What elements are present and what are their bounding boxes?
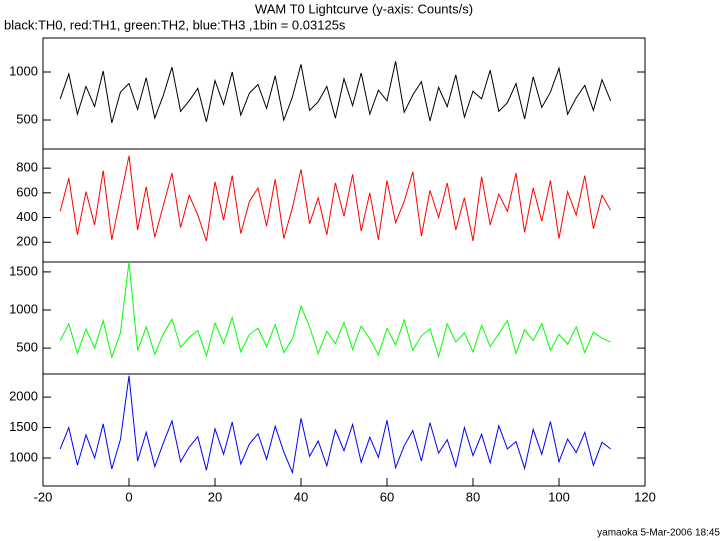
y-tick-label: 1000: [9, 301, 38, 316]
y-tick-label: 1500: [9, 263, 38, 278]
x-tick-label: 80: [466, 489, 480, 504]
y-tick-label: 1000: [9, 449, 38, 464]
y-tick-label: 1500: [9, 419, 38, 434]
x-tick-label: 40: [294, 489, 308, 504]
x-tick-label: 100: [548, 489, 570, 504]
y-tick-label: 500: [16, 340, 38, 355]
y-tick-label: 600: [16, 184, 38, 199]
panel-frame: [42, 261, 646, 375]
x-tick-label: 20: [208, 489, 222, 504]
y-tick-label: 2000: [9, 389, 38, 404]
x-tick-label: 120: [634, 489, 656, 504]
chart-title: WAM T0 Lightcurve (y-axis: Counts/s): [255, 1, 473, 16]
data-line: [59, 375, 611, 475]
footer: yamaoka 5-Mar-2006 18:45: [597, 528, 720, 539]
y-tick-label: 400: [16, 209, 38, 224]
x-tick-label: 0: [125, 489, 132, 504]
data-line: [59, 155, 612, 242]
panel-frame: [42, 37, 646, 150]
y-tick-label: 200: [16, 234, 38, 249]
x-tick-label: -20: [34, 489, 53, 504]
data-line: [59, 261, 611, 359]
panel-frame: [42, 373, 646, 487]
data-line: [59, 61, 612, 124]
chart-subtitle: black:TH0, red:TH1, green:TH2, blue:TH3 …: [4, 17, 346, 32]
y-tick-label: 1000: [9, 63, 38, 78]
y-tick-label: 800: [16, 160, 38, 175]
y-tick-label: 500: [16, 111, 38, 126]
panel-frame: [42, 148, 646, 263]
x-tick-label: 60: [380, 489, 394, 504]
